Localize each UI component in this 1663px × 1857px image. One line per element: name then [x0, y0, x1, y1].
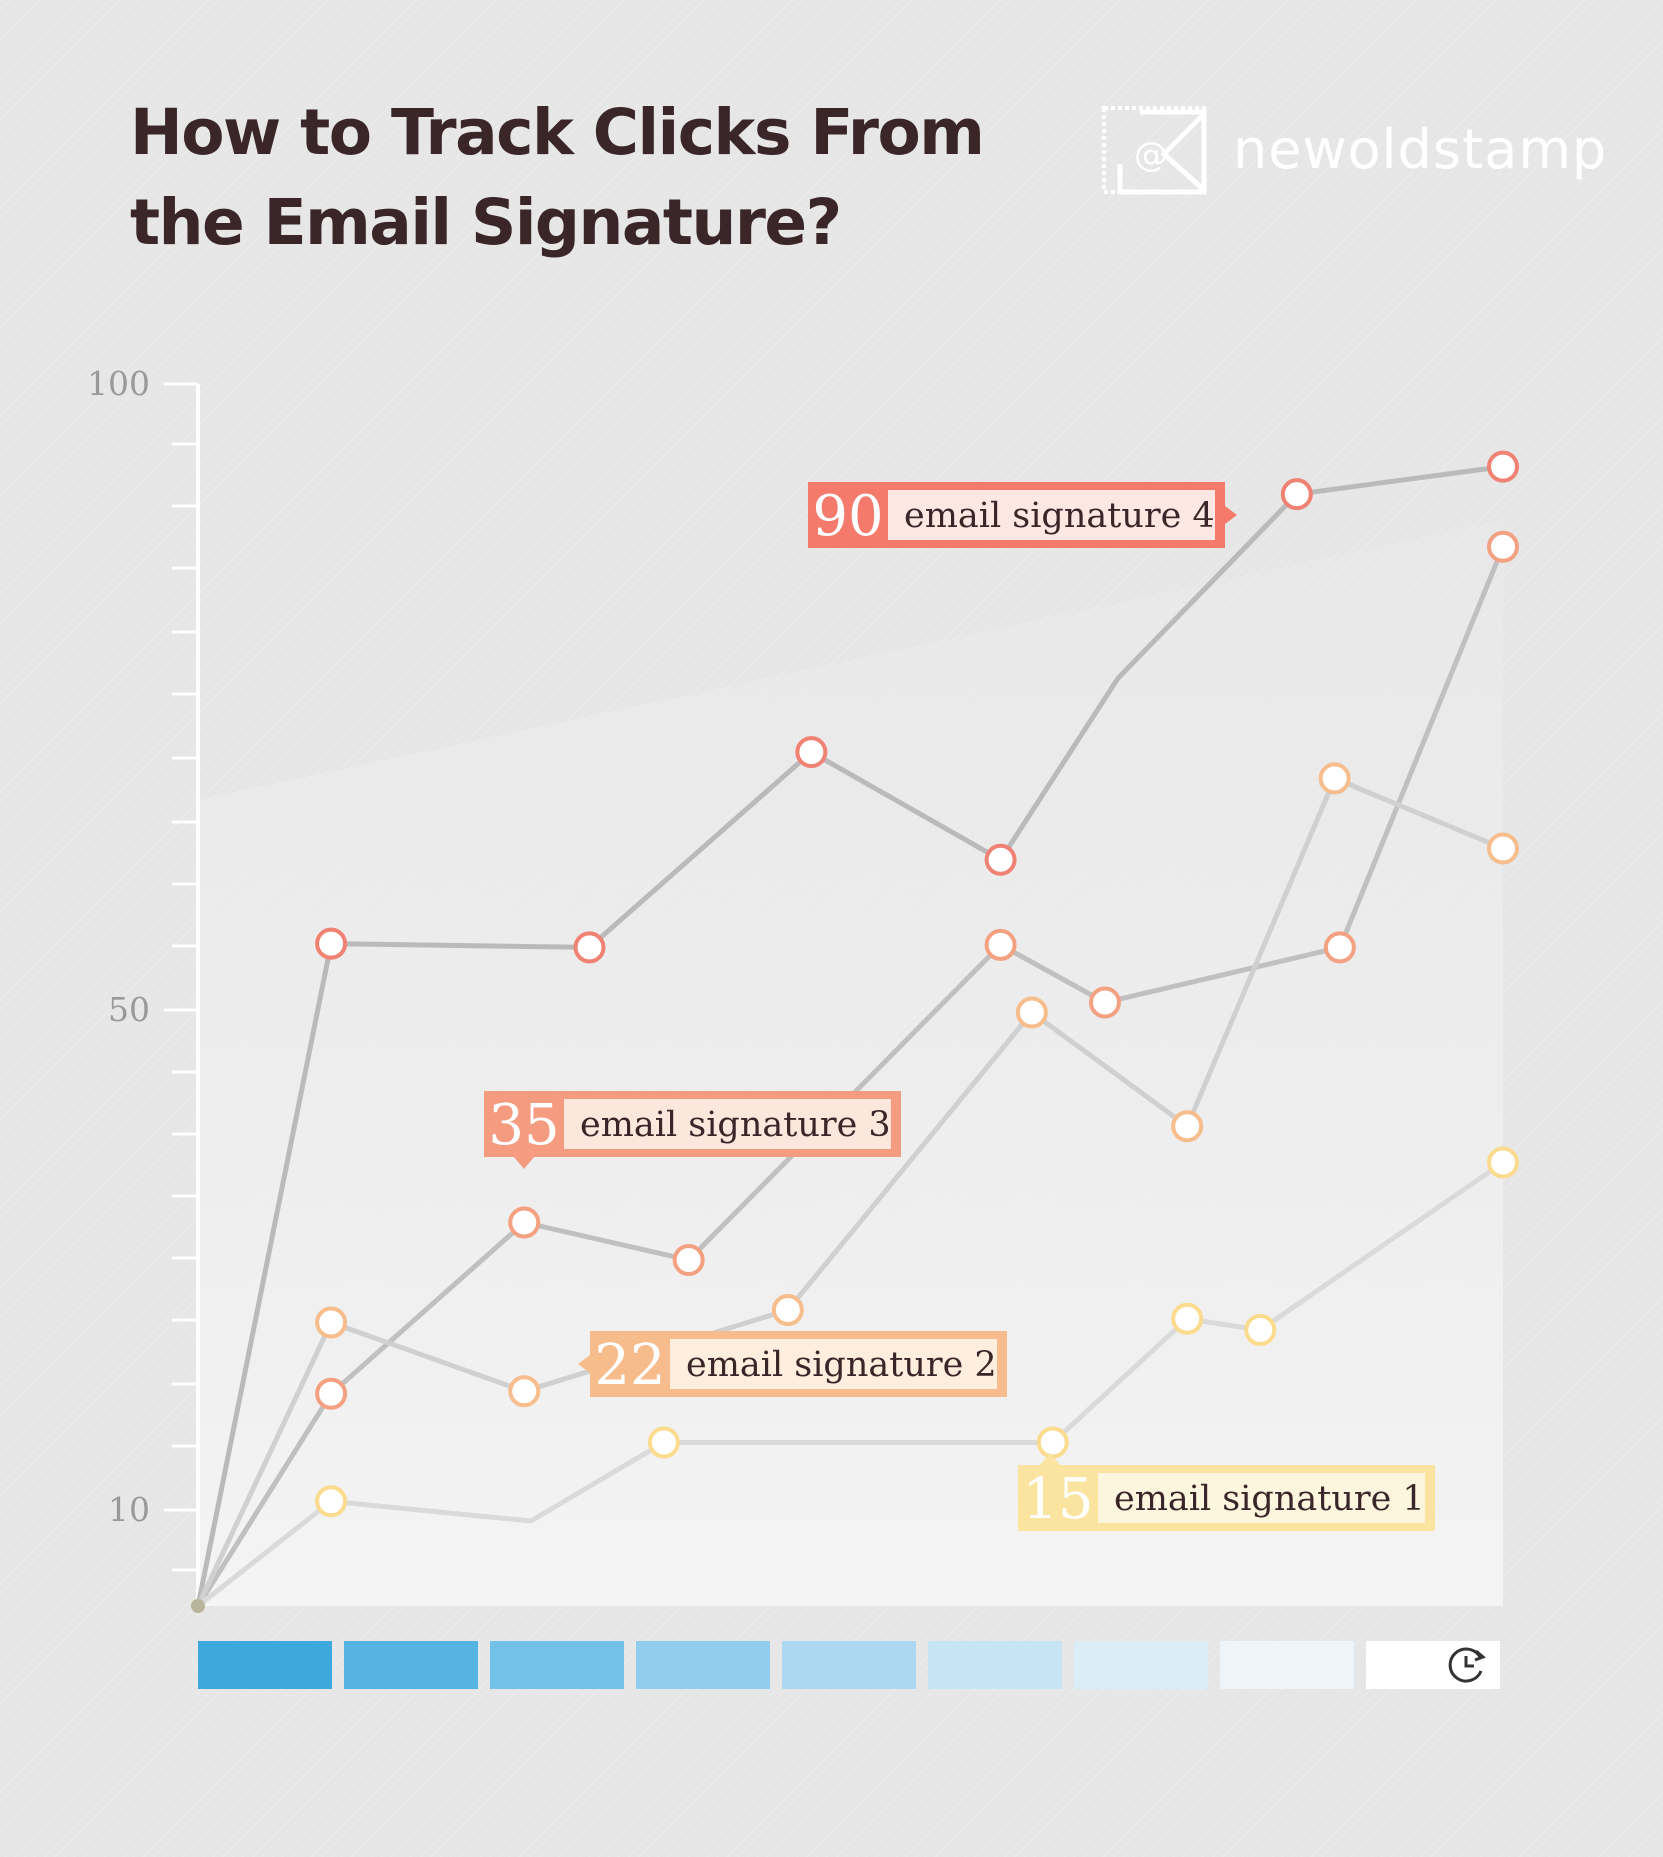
data-point [1015, 996, 1048, 1029]
data-point [1487, 1146, 1519, 1179]
timeline-segment [928, 1641, 1062, 1689]
label-value: 35 [488, 1093, 559, 1158]
data-point [1036, 1426, 1069, 1459]
timeline-segment [1366, 1641, 1500, 1689]
label-inner [670, 1339, 997, 1389]
page-title: How to Track Clicks From the Email Signa… [130, 88, 1030, 268]
data-point [1323, 931, 1356, 964]
title-line-1: How to Track Clicks From [130, 96, 985, 169]
data-point [508, 1375, 541, 1408]
data-point [508, 1206, 541, 1239]
timeline-strip [198, 1641, 1500, 1689]
data-point [672, 1244, 705, 1276]
data-point [1487, 832, 1519, 865]
data-point [1487, 530, 1519, 563]
data-point [315, 1306, 348, 1339]
timeline-segment [198, 1641, 332, 1689]
data-point [1171, 1302, 1204, 1335]
data-point [1171, 1110, 1204, 1143]
timeline-segment [490, 1641, 624, 1689]
clock-arrow [1474, 1649, 1486, 1662]
label-pointer [578, 1355, 590, 1373]
timeline-segment [782, 1641, 916, 1689]
data-point [573, 931, 606, 964]
data-point [315, 1377, 348, 1410]
brand-name: newoldstamp [1233, 118, 1608, 181]
envelope-stamp-icon: @ [1102, 106, 1207, 195]
label-text: email signature 4 [904, 496, 1215, 536]
timeline-segment [1074, 1641, 1208, 1689]
series-line-3 [195, 775, 1504, 1608]
label-pointer [1225, 506, 1237, 524]
data-point [1318, 762, 1351, 795]
label-text: email signature 2 [686, 1345, 997, 1385]
series-label-1: 90 email signature 4 [808, 482, 1237, 549]
data-point [315, 1485, 348, 1518]
data-point [1280, 478, 1313, 511]
title-line-2: the Email Signature? [130, 186, 842, 259]
plot-area [198, 520, 1503, 1606]
label-inner [564, 1099, 891, 1149]
data-point [1088, 986, 1121, 1019]
y-tick-label: 100 [87, 364, 150, 403]
clock-rim [1448, 1647, 1483, 1683]
label-value: 22 [594, 1333, 665, 1398]
label-value: 90 [812, 484, 883, 549]
logo-glyph: @ [1134, 135, 1168, 175]
timeline-segment [344, 1641, 478, 1689]
series-label-3: 22 email signature 2 [578, 1331, 1007, 1398]
y-tick-label: 50 [108, 990, 150, 1029]
brand-logo[interactable]: @ newoldstamp [1100, 104, 1606, 204]
label-pointer [1040, 1453, 1060, 1465]
data-point [1244, 1314, 1277, 1346]
label-pointer [514, 1157, 534, 1169]
data-point [647, 1426, 680, 1459]
data-point [984, 928, 1017, 961]
data-point [315, 927, 348, 960]
origin-point [191, 1599, 205, 1613]
data-point [1487, 450, 1519, 483]
label-text: email signature 1 [1114, 1479, 1425, 1519]
label-inner [1098, 1473, 1425, 1523]
series-label-2: 35 email signature 3 [484, 1091, 901, 1169]
series-label-4: 15 email signature 1 [1018, 1453, 1435, 1532]
clock-history-icon [1448, 1647, 1486, 1683]
data-point [984, 843, 1017, 876]
data-point [771, 1294, 804, 1326]
label-value: 15 [1022, 1467, 1093, 1532]
data-point [795, 736, 828, 769]
series-line-1 [195, 464, 1504, 1607]
timeline-segment [1220, 1641, 1354, 1689]
y-tick-label: 10 [108, 1490, 150, 1529]
timeline-segment [636, 1641, 770, 1689]
label-inner [888, 490, 1215, 540]
label-text: email signature 3 [580, 1105, 891, 1145]
clock-hands [1464, 1656, 1474, 1668]
